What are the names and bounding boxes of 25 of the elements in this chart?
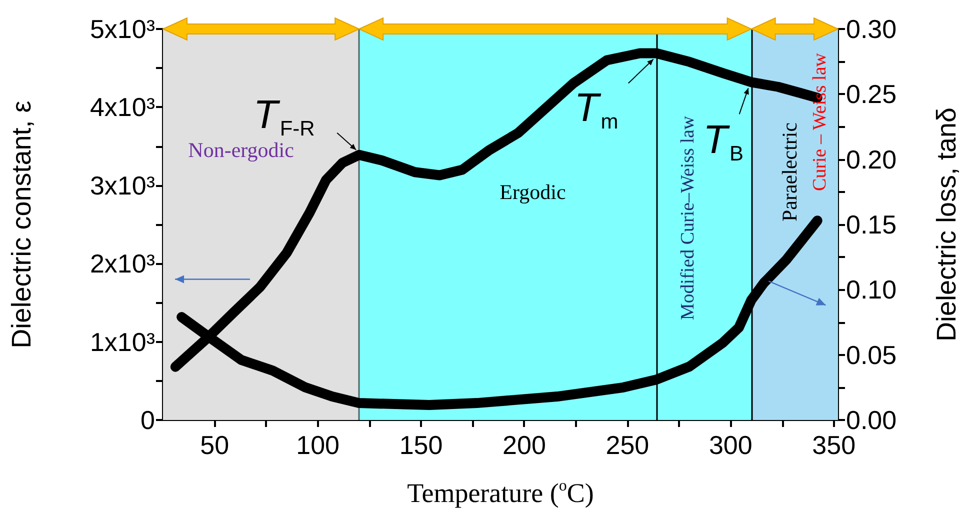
x-tick-label: 100	[296, 430, 340, 460]
band-label: Non-ergodic	[188, 138, 294, 162]
annotation: Curie – Weiss law	[810, 52, 830, 191]
y-tick-label: 2x10³	[90, 248, 156, 279]
y2-tick-label: 0.10	[846, 274, 897, 305]
y-tick-label: 4x10³	[90, 92, 156, 122]
y-tick-label: 1x10³	[90, 326, 156, 357]
y-tick-label: 0	[140, 405, 155, 435]
x-tick-label: 200	[502, 430, 546, 460]
x-tick-label: 300	[708, 430, 752, 460]
y-axis-title: Dielectric constant, ε	[6, 100, 36, 348]
x-tick-label: 50	[200, 430, 230, 460]
y2-tick-label: 0.25	[846, 79, 897, 110]
band-label: Modified Curie–Weiss law	[677, 116, 698, 320]
y2-tick-label: 0.20	[846, 144, 897, 174]
y2-tick-label: 0.05	[846, 340, 897, 370]
y2-tick-label: 0.15	[846, 210, 897, 240]
y-tick-label: 3x10³	[90, 170, 156, 200]
y-tick-label: 5x10³	[90, 14, 156, 44]
x-tick-label: 250	[606, 430, 650, 460]
y2-axis-title: Dielectric loss, tanδ	[932, 107, 962, 342]
x-tick-label: 150	[399, 430, 443, 460]
y2-tick-label: 0.30	[846, 14, 897, 44]
band-label: Paraelectric	[778, 122, 802, 222]
band-label: Ergodic	[500, 180, 566, 204]
